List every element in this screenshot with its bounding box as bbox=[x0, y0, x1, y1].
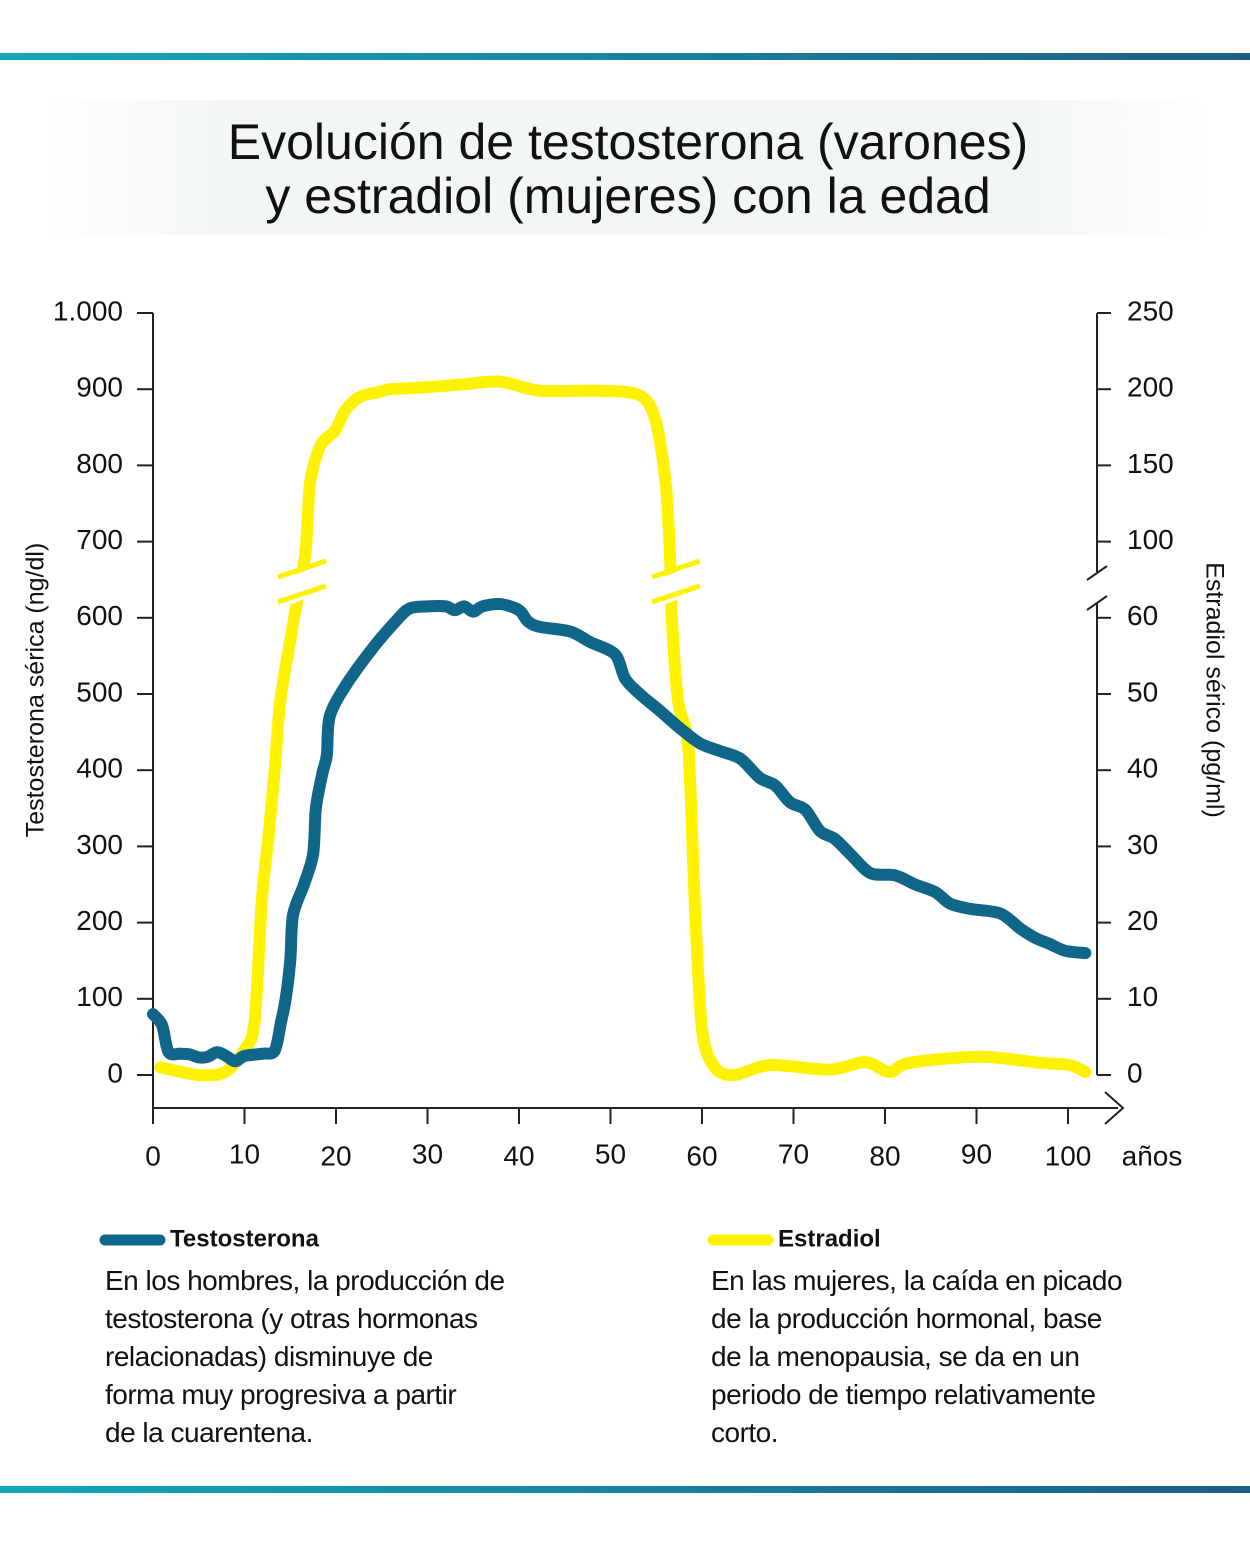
series-line bbox=[147, 597, 1092, 1068]
axes bbox=[152, 313, 1125, 1125]
y-tick-label: 800 bbox=[76, 448, 123, 479]
line-break bbox=[651, 583, 701, 605]
y-tick-label: 1.000 bbox=[53, 295, 123, 326]
x-tick-label: 30 bbox=[412, 1138, 443, 1169]
y2-tick-label: 0 bbox=[1127, 1057, 1143, 1088]
note-line: de la producción hormonal, base bbox=[711, 1303, 1102, 1334]
y2-tick-label: 100 bbox=[1127, 524, 1174, 555]
line-break bbox=[277, 558, 327, 580]
y-tick-label: 0 bbox=[107, 1057, 123, 1088]
y-tick-label: 600 bbox=[76, 600, 123, 631]
chart-title: y estradiol (mujeres) con la edad bbox=[265, 168, 990, 224]
legend-label: Estradiol bbox=[778, 1225, 881, 1252]
y2-tick-label: 10 bbox=[1127, 981, 1158, 1012]
x-tick-label: 100 bbox=[1045, 1140, 1092, 1171]
y-tick-label: 200 bbox=[76, 905, 123, 936]
y2-axis-label: Estradiol sérico (pg/ml) bbox=[1200, 562, 1228, 818]
note-line: testosterona (y otras hormonas bbox=[105, 1303, 478, 1334]
x-tick-label: 10 bbox=[229, 1138, 260, 1169]
note-line: de la cuarentena. bbox=[105, 1417, 313, 1448]
y2-tick-label: 30 bbox=[1127, 829, 1158, 860]
note-line: forma muy progresiva a partir bbox=[105, 1379, 457, 1410]
bottom-rule bbox=[0, 1486, 1250, 1493]
x-axis-arrow bbox=[1104, 1091, 1125, 1125]
y-tick-label: 500 bbox=[76, 676, 123, 707]
note-testosterona: En los hombres, la producción de testoste… bbox=[105, 1262, 505, 1452]
legend-label: Testosterona bbox=[170, 1225, 320, 1252]
title-band bbox=[40, 100, 1210, 235]
note-estradiol: En las mujeres, la caída en picado de la … bbox=[711, 1262, 1123, 1452]
note-line: de la menopausia, se da en un bbox=[711, 1341, 1080, 1372]
x-tick-label: 60 bbox=[686, 1140, 717, 1171]
y2-tick-label: 250 bbox=[1127, 295, 1174, 326]
y2-tick-label: 60 bbox=[1127, 600, 1158, 631]
series-line bbox=[154, 375, 1092, 1082]
note-line: relacionadas) disminuye de bbox=[105, 1341, 433, 1372]
y-tick-label: 100 bbox=[76, 981, 123, 1012]
x-tick-label: 40 bbox=[503, 1140, 534, 1171]
y2-tick-label: 40 bbox=[1127, 753, 1158, 784]
y2-tick-label: 50 bbox=[1127, 676, 1158, 707]
plot-area bbox=[147, 375, 1092, 1082]
y-tick-label: 900 bbox=[76, 372, 123, 403]
chart-title: Evolución de testosterona (varones) bbox=[228, 114, 1028, 170]
y-tick-label: 700 bbox=[76, 524, 123, 555]
line-break bbox=[277, 583, 327, 605]
y2-tick-label: 20 bbox=[1127, 905, 1158, 936]
axis-break bbox=[1086, 595, 1108, 611]
note-line: En los hombres, la producción de bbox=[105, 1265, 505, 1296]
x-tick-label: 80 bbox=[869, 1140, 900, 1171]
note-line: corto. bbox=[711, 1417, 779, 1448]
x-tick-label: 50 bbox=[595, 1138, 626, 1169]
note-line: En las mujeres, la caída en picado bbox=[711, 1265, 1123, 1296]
y2-tick-label: 200 bbox=[1127, 372, 1174, 403]
x-axis-label: años bbox=[1122, 1140, 1183, 1171]
x-tick-label: 20 bbox=[320, 1140, 351, 1171]
x-tick-label: 0 bbox=[145, 1140, 161, 1171]
y-axis-label: Testosterona sérica (ng/dl) bbox=[22, 543, 50, 838]
x-tick-label: 70 bbox=[778, 1138, 809, 1169]
y-tick-label: 400 bbox=[76, 753, 123, 784]
line-break bbox=[651, 558, 701, 580]
note-line: periodo de tiempo relativamente bbox=[711, 1379, 1096, 1410]
axis-break bbox=[1086, 565, 1108, 581]
y-tick-label: 300 bbox=[76, 829, 123, 860]
x-tick-label: 90 bbox=[961, 1138, 992, 1169]
y2-tick-label: 150 bbox=[1127, 448, 1174, 479]
top-rule bbox=[0, 53, 1250, 60]
